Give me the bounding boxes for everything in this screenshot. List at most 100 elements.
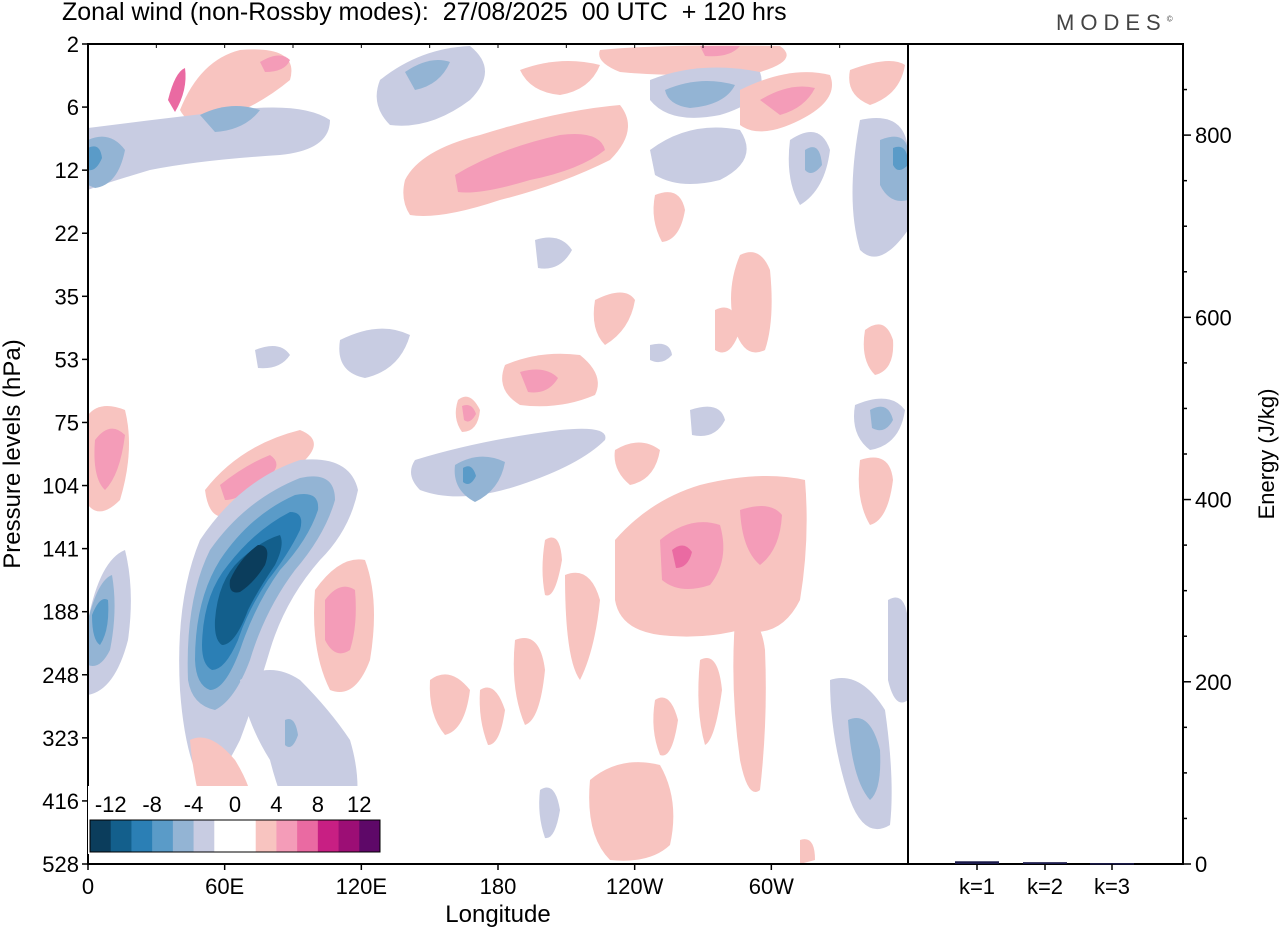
contour-blob: [94, 428, 125, 490]
contour-blob: [200, 106, 260, 132]
contour-blob: [848, 718, 881, 800]
contour-blob: [479, 687, 505, 745]
colorbar-label: 0: [229, 792, 241, 817]
contour-blob: [589, 762, 674, 861]
contour-blob: [653, 697, 678, 756]
contour-blob: [650, 127, 747, 184]
contour-blob: [285, 719, 298, 748]
contour-blob: [220, 455, 277, 500]
contour-field: [88, 45, 908, 864]
colorbar-label: 4: [270, 792, 282, 817]
y-tick-label: 53: [55, 347, 79, 372]
contour-blob: [411, 428, 606, 497]
contour-blob: [513, 638, 545, 725]
y-tick-label: 12: [55, 158, 79, 183]
contour-blob: [255, 346, 290, 369]
energy-tick-label: 200: [1195, 670, 1232, 695]
category-label: k=2: [1027, 874, 1063, 899]
contour-blob: [599, 45, 787, 75]
contour-blob: [849, 61, 905, 105]
contour-blob: [731, 252, 772, 353]
y-axis-label: Pressure levels (hPa): [0, 339, 26, 568]
contour-blob: [88, 146, 102, 171]
contour-blob: [535, 237, 572, 269]
y-tick-label: 141: [42, 537, 79, 562]
contour-blob: [650, 343, 672, 363]
modes-logo: MODES©: [1056, 10, 1173, 36]
contour-blob: [653, 192, 685, 242]
contour-blob: [405, 59, 450, 90]
colorbar: -12 -8 -4 0 4 8 12: [88, 786, 384, 854]
contour-blob: [593, 292, 635, 345]
colorbar-label: -8: [142, 792, 162, 817]
contour-blob: [740, 506, 782, 565]
contour-blob: [715, 307, 740, 353]
energy-bar: [1090, 863, 1134, 865]
contour-blob: [893, 146, 908, 170]
contour-blob: [168, 68, 186, 112]
x-tick-label: 180: [480, 874, 517, 899]
y-axis: 2 6 12 22 35 53 75 104 141 188 248 323 416 528: [42, 32, 88, 877]
colorbar-swatch: [338, 820, 360, 852]
contour-blob: [462, 405, 476, 422]
y-tick-label: 6: [67, 95, 79, 120]
contour-blob: [880, 136, 908, 201]
contour-blob: [229, 545, 268, 593]
energy-panel-frame: [907, 43, 1184, 865]
x-tick-label: 120W: [606, 874, 664, 899]
category-label: k=1: [959, 874, 995, 899]
contour-blob: [672, 545, 692, 568]
colorbar-swatch: [214, 820, 236, 852]
colorbar-label: -12: [95, 792, 127, 817]
contour-blob: [665, 81, 735, 108]
brand-mark: ©: [1166, 14, 1173, 24]
contour-blob: [614, 442, 660, 485]
contour-blob: [888, 597, 908, 703]
colorbar-swatch: [110, 820, 132, 852]
colorbar-swatch: [193, 820, 215, 852]
contour-blob: [858, 457, 893, 525]
x-tick-label: 120E: [336, 874, 387, 899]
colorbar-label: -4: [184, 792, 204, 817]
brand-text: MODES: [1056, 10, 1167, 35]
colorbar-swatch: [359, 820, 381, 852]
x-axis-label: Longitude: [445, 901, 550, 928]
contour-blob: [698, 658, 722, 745]
energy-tick-label: 600: [1195, 305, 1232, 330]
y-tick-label: 188: [42, 600, 79, 625]
colorbar-swatch: [297, 820, 319, 852]
colorbar-swatch: [255, 820, 277, 852]
contour-blob: [520, 369, 558, 393]
colorbar-label: 8: [312, 792, 324, 817]
energy-axis: 0 200 400 600 800: [1183, 88, 1232, 877]
y-tick-label: 416: [42, 789, 79, 814]
x-axis: 0 60E 120E 180 120W 60W: [82, 44, 841, 899]
colorbar-swatch: [152, 820, 174, 852]
colorbar-swatch: [131, 820, 153, 852]
x-tick-label: 60W: [749, 874, 794, 899]
energy-axis-label: Energy (J/kg): [1254, 389, 1279, 520]
contour-blob: [339, 328, 410, 378]
energy-bar: [955, 861, 999, 864]
colorbar-swatch: [235, 820, 257, 852]
contour-blob: [429, 674, 470, 735]
energy-tick-label: 800: [1195, 123, 1232, 148]
contour-blob: [660, 522, 724, 589]
contour-blob: [863, 324, 894, 375]
contour-blob: [92, 599, 109, 645]
energy-tick-label: 400: [1195, 488, 1232, 513]
y-tick-label: 35: [55, 284, 79, 309]
y-tick-label: 2: [67, 32, 79, 57]
colorbar-swatch: [317, 820, 340, 852]
x-tick-label: 0: [82, 874, 94, 899]
contour-blob: [376, 46, 485, 126]
contour-blob: [539, 787, 560, 839]
contour-blob: [542, 537, 562, 596]
contour-blob: [690, 406, 725, 436]
contour-blob: [565, 572, 600, 680]
y-tick-label: 528: [42, 852, 79, 877]
contour-blob: [733, 618, 766, 792]
contour-blob: [870, 406, 893, 431]
chart-title: Zonal wind (non-Rossby modes): 27/08/202…: [62, 0, 787, 26]
